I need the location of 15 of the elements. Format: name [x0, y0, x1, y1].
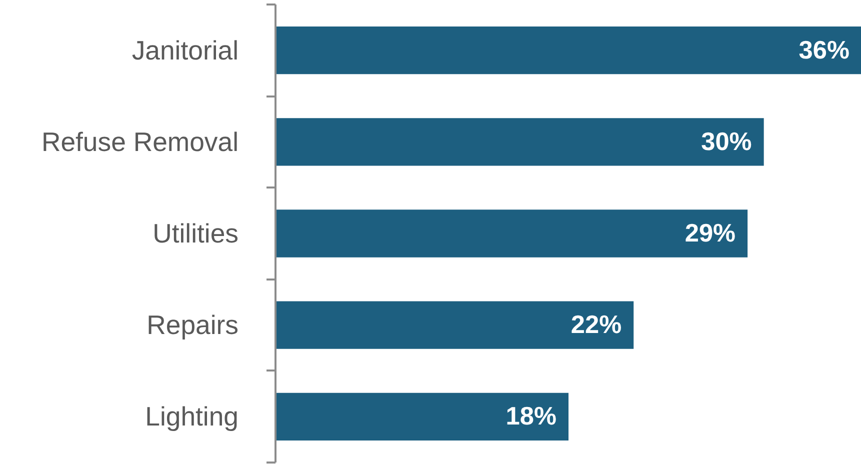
bar — [276, 210, 748, 258]
y-tick-label: Refuse Removal — [41, 126, 238, 157]
bar — [276, 301, 634, 349]
data-label: 29% — [684, 220, 736, 248]
y-tick-label: Repairs — [146, 310, 239, 340]
data-label: 36% — [798, 36, 850, 64]
data-label: 18% — [506, 402, 557, 431]
data-label: 22% — [570, 311, 622, 340]
y-tick-label: Lighting — [145, 402, 238, 432]
bar — [276, 392, 568, 441]
data-label: 30% — [701, 128, 752, 156]
y-tick-label: Janitorial — [132, 35, 239, 66]
bar — [276, 118, 764, 166]
y-tick-label: Utilities — [152, 218, 238, 248]
bar — [276, 26, 861, 74]
